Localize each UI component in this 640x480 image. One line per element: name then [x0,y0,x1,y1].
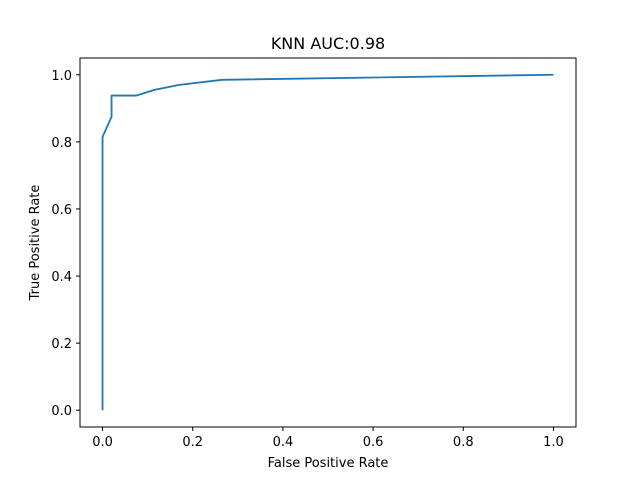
chart-title: KNN AUC:0.98 [271,34,385,53]
x-tick-label: 0.6 [363,435,384,450]
x-tick-label: 0.2 [182,435,203,450]
x-tick-label: 1.0 [543,435,564,450]
y-tick-label: 0.0 [51,404,72,419]
y-tick-label: 0.6 [51,203,72,218]
x-tick-label: 0.0 [92,435,113,450]
y-tick-label: 1.0 [51,69,72,84]
ticks-layer: 0.0 0.2 0.4 0.6 0.8 1.0 0.0 0.2 0.4 0.6 0.8 1.0 [51,69,563,450]
series-layer [101,73,554,411]
y-tick-label: 0.4 [51,270,72,285]
y-tick-label: 0.8 [51,136,72,151]
plot-frame [79,57,577,428]
y-axis-label: True Positive Rate [28,185,43,302]
x-tick-label: 0.4 [273,435,294,450]
y-tick-label: 0.2 [51,337,72,352]
roc-curve-line [101,73,554,411]
x-tick-label: 0.8 [453,435,474,450]
x-axis-label: False Positive Rate [268,456,389,471]
